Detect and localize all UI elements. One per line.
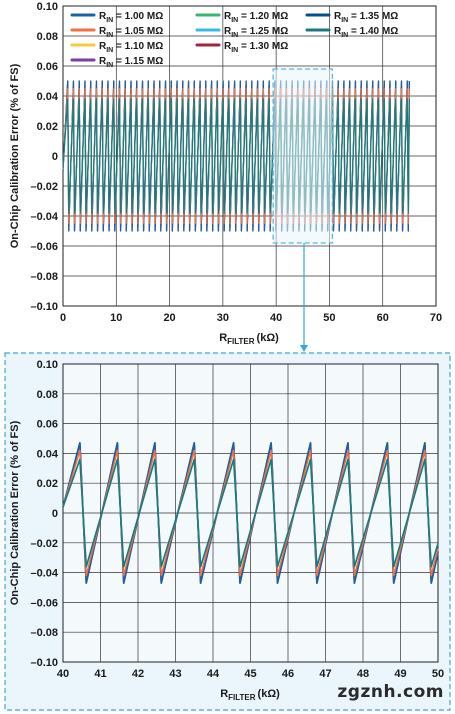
zoom-y-tick-label: 0.08	[37, 389, 58, 401]
legend: RIN = 1.00 MΩ RIN = 1.05 MΩ RIN = 1.10 MΩ R…	[70, 11, 398, 69]
zoom-x-tick-labels: 40 41 42 43 44 45 46 47 48 49 50	[57, 668, 444, 680]
zoom-x-tick-label: 50	[432, 668, 444, 680]
overview-y-axis-label: On-Chip Calibration Error (% of FS)	[9, 63, 21, 248]
zoom-y-tick-label: –0.04	[30, 568, 58, 580]
overview-x-axis-label: RFILTER (kΩ)	[219, 332, 279, 346]
overview-y-tick-label: 0	[52, 151, 58, 163]
legend-label: RIN = 1.15 MΩ	[99, 56, 163, 69]
overview-y-tick-label: –0.02	[30, 181, 58, 193]
zoom-y-tick-label: 0	[52, 508, 58, 520]
zoom-y-tick-label: 0.04	[37, 448, 59, 460]
zoom-series-rin-1-35	[62, 458, 439, 568]
legend-label: RIN = 1.40 MΩ	[334, 26, 398, 39]
overview-y-tick-labels: 0.10 0.08 0.06 0.04 0.02 0 –0.02 –0.04 –0.06 –0.0…	[30, 1, 58, 313]
connector-arrowhead	[300, 345, 308, 352]
legend-label: RIN = 1.20 MΩ	[224, 11, 288, 24]
overview-x-tick-label: 10	[110, 312, 122, 324]
zoom-x-tick-label: 49	[394, 668, 406, 680]
zoom-y-tick-label: –0.08	[30, 627, 58, 639]
overview-y-tick-label: 0.04	[37, 91, 59, 103]
zoom-x-tick-label: 45	[244, 668, 256, 680]
overview-y-tick-label: –0.10	[30, 301, 58, 313]
overview-y-tick-label: –0.04	[30, 211, 58, 223]
overview-series	[62, 80, 410, 232]
zoom-connector-arrow	[300, 243, 308, 352]
watermark: zgznh.com	[337, 682, 444, 702]
zoom-panel: 0.10 0.08 0.06 0.04 0.02 0 –0.02 –0.04 –0.06 –0.0…	[4, 352, 451, 711]
legend-label: RIN = 1.35 MΩ	[334, 11, 398, 24]
overview-x-tick-label: 70	[430, 312, 442, 324]
zoom-y-tick-label: –0.10	[30, 657, 58, 669]
overview-series-rin-1-35	[62, 98, 410, 214]
overview-x-tick-label: 40	[270, 312, 282, 324]
zoom-x-tick-label: 44	[207, 668, 220, 680]
zoom-grid	[63, 364, 438, 662]
zoom-x-tick-label: 46	[282, 668, 294, 680]
zoom-x-tick-label: 40	[57, 668, 69, 680]
zoom-region-box	[272, 68, 334, 244]
zoom-series	[62, 442, 439, 584]
overview-x-tick-label: 30	[217, 312, 229, 324]
legend-label: RIN = 1.30 MΩ	[224, 41, 288, 54]
overview-y-tick-label: 0.06	[37, 61, 58, 73]
overview-y-tick-label: –0.08	[30, 271, 58, 283]
zoom-y-tick-label: 0.10	[37, 359, 58, 371]
zoom-y-tick-labels: 0.10 0.08 0.06 0.04 0.02 0 –0.02 –0.04 –0.06 –0.0…	[30, 359, 58, 669]
zoom-y-tick-label: –0.06	[30, 597, 58, 609]
overview-x-tick-labels: 0 10 20 30 40 50 60 70	[60, 312, 442, 324]
legend-label: RIN = 1.00 MΩ	[99, 11, 163, 24]
zoom-y-tick-label: –0.02	[30, 538, 58, 550]
legend-label: RIN = 1.05 MΩ	[99, 26, 163, 39]
zoom-x-tick-label: 47	[319, 668, 331, 680]
zoom-x-tick-label: 41	[94, 668, 106, 680]
zoom-x-tick-label: 48	[357, 668, 369, 680]
overview-x-tick-label: 20	[163, 312, 175, 324]
overview-y-tick-label: 0.10	[37, 1, 58, 13]
overview-chart: 0.10 0.08 0.06 0.04 0.02 0 –0.02 –0.04 –0.06 –0.0…	[9, 1, 442, 346]
zoom-y-axis-label: On-Chip Calibration Error (% of FS)	[9, 420, 21, 605]
zoom-x-tick-label: 43	[169, 668, 181, 680]
zoom-y-tick-label: 0.06	[37, 419, 58, 431]
zoom-x-axis-label: RFILTER (kΩ)	[220, 688, 280, 702]
zoom-y-tick-label: 0.02	[37, 478, 58, 490]
legend-label: RIN = 1.25 MΩ	[224, 26, 288, 39]
legend-label: RIN = 1.10 MΩ	[99, 41, 163, 54]
zoom-x-tick-label: 42	[132, 668, 144, 680]
overview-x-tick-label: 60	[377, 312, 389, 324]
overview-y-tick-label: 0.02	[37, 121, 58, 133]
overview-x-tick-label: 0	[60, 312, 66, 324]
overview-x-tick-label: 50	[323, 312, 335, 324]
overview-y-tick-label: –0.06	[30, 241, 58, 253]
overview-y-tick-label: 0.08	[37, 31, 58, 43]
